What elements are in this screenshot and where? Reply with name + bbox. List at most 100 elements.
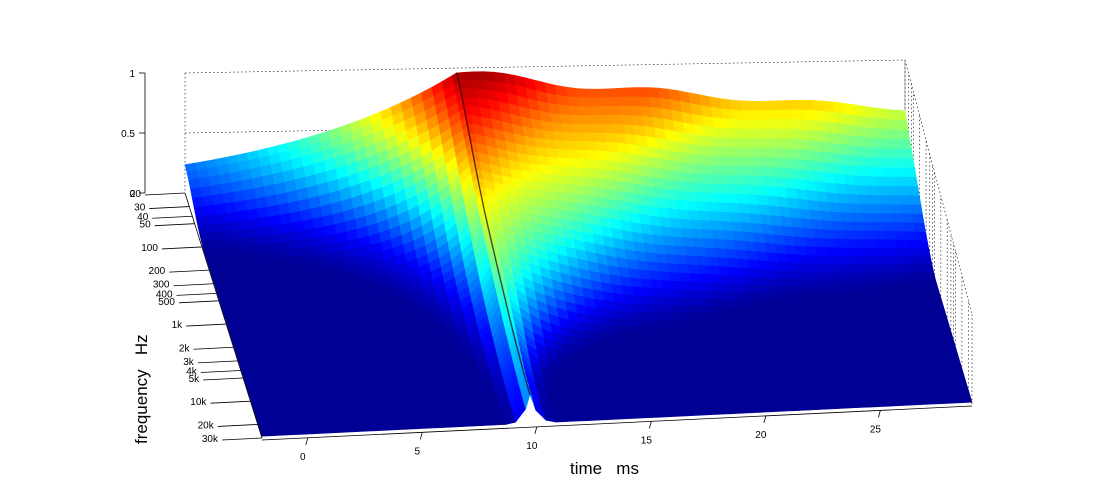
surface-patch	[422, 421, 435, 429]
surface-patch	[794, 326, 808, 334]
surface-patch	[861, 271, 875, 279]
surface-patch	[903, 167, 917, 178]
surface-patch	[847, 363, 860, 370]
surface-patch	[838, 402, 851, 409]
surface-patch	[687, 312, 701, 321]
surface-patch	[868, 255, 882, 265]
surface-patch	[874, 176, 888, 187]
surface-patch	[731, 390, 745, 398]
surface-patch	[876, 291, 890, 298]
surface-patch	[633, 338, 646, 346]
surface-patch	[612, 339, 626, 346]
surface-patch	[623, 406, 637, 414]
x-tick-label: 0	[300, 452, 306, 463]
surface-patch	[191, 196, 205, 209]
surface-patch	[486, 395, 499, 403]
surface-patch	[759, 344, 772, 352]
surface-patch	[771, 278, 784, 287]
surface-patch	[894, 383, 907, 390]
surface-patch	[764, 328, 777, 335]
surface-patch	[401, 422, 415, 430]
surface-patch	[867, 194, 881, 205]
surface-patch	[883, 167, 896, 178]
surface-patch	[873, 167, 886, 178]
surface-patch	[751, 389, 765, 397]
surface-patch	[214, 203, 228, 216]
surface-patch	[586, 385, 599, 393]
surface-patch	[885, 119, 899, 131]
surface-patch	[704, 402, 718, 410]
surface-patch	[895, 119, 909, 131]
surface-patch	[195, 215, 209, 227]
surface-patch	[825, 292, 839, 300]
surface-patch	[882, 222, 896, 232]
surface-patch	[443, 357, 456, 365]
surface-patch	[608, 96, 621, 107]
surface-patch	[904, 382, 917, 390]
surface-patch	[899, 139, 912, 150]
surface-patch	[900, 301, 914, 308]
surface-patch	[767, 372, 780, 379]
surface-patch	[909, 366, 923, 373]
surface-patch	[688, 210, 701, 221]
surface-patch	[559, 398, 572, 406]
surface-patch	[902, 377, 916, 384]
surface-patch	[772, 322, 786, 329]
surface-patch	[828, 402, 841, 410]
surface-patch	[628, 389, 642, 397]
surface-patch	[805, 398, 819, 405]
surface-patch	[652, 365, 665, 373]
surface-patch	[548, 398, 562, 406]
surface-patch	[822, 100, 835, 113]
surface-patch	[640, 360, 653, 368]
surface-patch	[828, 336, 842, 344]
surface-patch	[611, 367, 624, 375]
surface-patch	[822, 386, 836, 394]
surface-patch	[719, 385, 733, 393]
surface-patch	[787, 138, 801, 150]
y-tick-label: 200	[149, 266, 166, 277]
surface-patch	[845, 325, 859, 332]
surface-patch	[869, 302, 883, 309]
surface-patch	[834, 285, 847, 294]
surface-patch	[814, 359, 828, 366]
y-tick-label: 50	[140, 220, 152, 231]
surface-patch	[819, 375, 833, 383]
surface-patch	[276, 249, 290, 259]
surface-patch	[611, 114, 625, 125]
surface-patch	[835, 358, 848, 365]
surface-patch	[881, 340, 894, 347]
surface-patch	[692, 364, 706, 371]
surface-patch	[919, 398, 932, 405]
surface-patch	[812, 386, 826, 394]
surface-patch	[319, 252, 333, 263]
surface-patch	[912, 271, 926, 280]
surface-patch	[242, 237, 255, 247]
surface-patch	[619, 395, 633, 403]
surface-patch	[745, 128, 758, 139]
surface-patch	[861, 308, 874, 315]
surface-patch	[714, 335, 728, 343]
surface-patch	[905, 388, 919, 395]
surface-patch	[788, 305, 801, 312]
surface-patch	[422, 323, 436, 331]
surface-patch	[774, 360, 787, 368]
surface-patch	[731, 357, 745, 364]
surface-patch	[830, 342, 843, 349]
surface-patch	[901, 263, 914, 273]
surface-patch	[890, 148, 904, 159]
surface-patch	[864, 318, 878, 326]
surface-patch	[770, 349, 784, 357]
surface-patch	[817, 255, 831, 265]
surface-patch	[221, 238, 235, 248]
surface-patch	[807, 403, 821, 411]
surface-patch	[811, 348, 825, 355]
surface-patch	[842, 347, 855, 354]
surface-patch	[197, 224, 211, 235]
surface-patch	[933, 376, 946, 383]
surface-patch	[772, 355, 786, 363]
surface-patch	[657, 382, 670, 390]
surface-patch	[726, 407, 740, 415]
surface-patch	[719, 351, 733, 359]
surface-patch	[898, 295, 912, 303]
